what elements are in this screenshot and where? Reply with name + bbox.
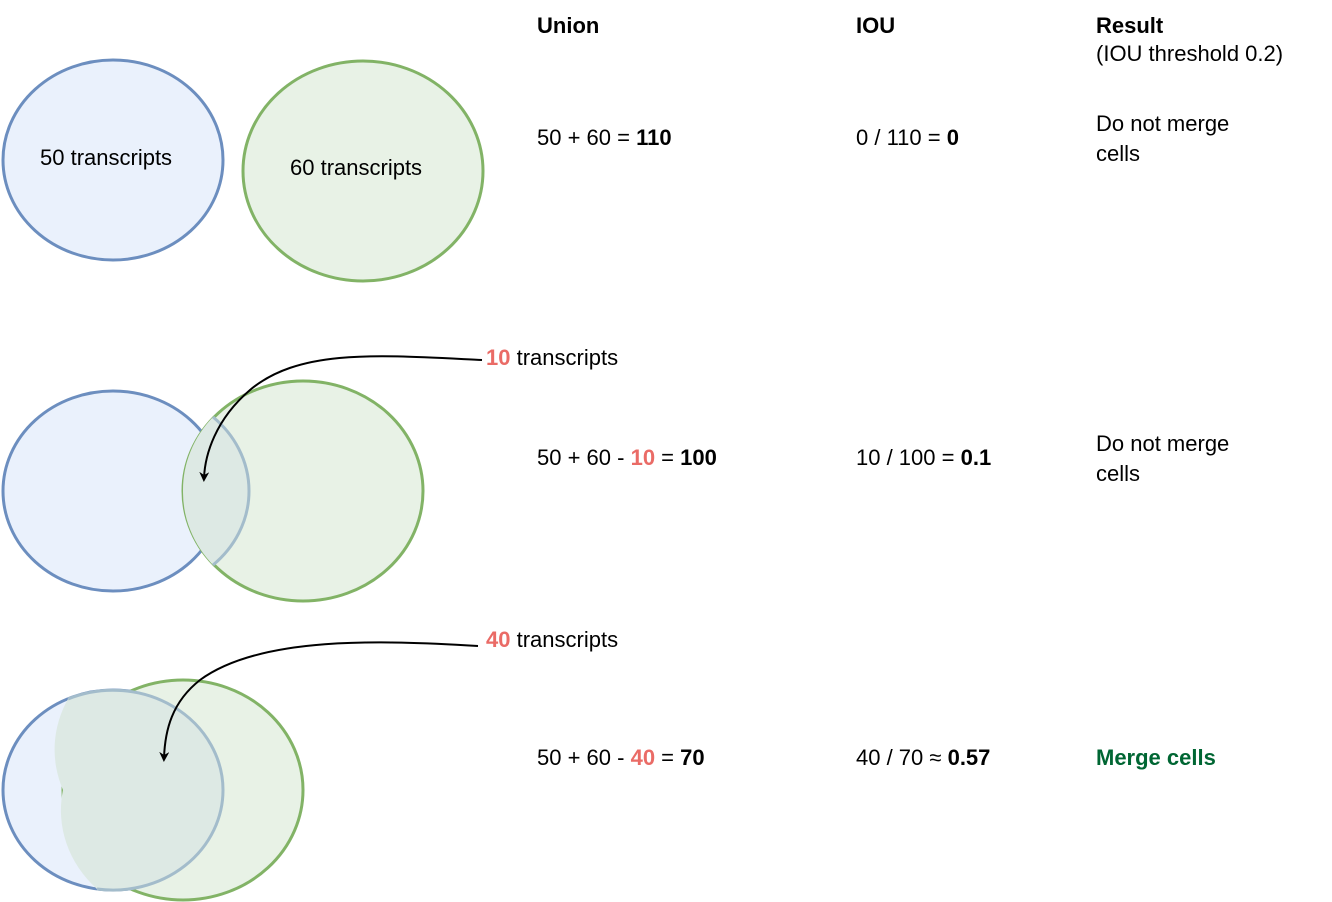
threshold-note: (IOU threshold 0.2) <box>1096 41 1284 66</box>
merge-result: Merge cells <box>1096 745 1216 770</box>
overlap-unit: transcripts <box>510 345 619 370</box>
iou-expr: 0 / 110 = <box>856 125 947 150</box>
union-calc-row2: 50 + 60 - 10 = 100 <box>537 443 717 473</box>
result-row1-line1: Do not merge <box>1096 111 1230 136</box>
union-calc-row3: 50 + 60 - 40 = 70 <box>537 743 705 773</box>
overlap-region-row2 <box>182 417 250 565</box>
iou-value: 0.57 <box>947 745 991 770</box>
iou-value: 0.1 <box>960 445 992 470</box>
iou-header: IOU <box>856 13 896 38</box>
overlap-label-row3: 40 transcripts <box>486 625 618 655</box>
result-row1-line2: cells <box>1096 141 1141 166</box>
union-overlap: 40 <box>630 745 656 770</box>
overlap-arc-row2 <box>212 415 251 567</box>
cell-b-circle-row1 <box>241 59 485 283</box>
overlap-unit: transcripts <box>510 627 619 652</box>
union-expr: 50 + 60 = <box>537 125 637 150</box>
iou-expr: 40 / 70 ≈ <box>856 745 948 770</box>
union-header: Union <box>537 13 600 38</box>
union-overlap: 10 <box>630 445 656 470</box>
iou-calc-row3: 40 / 70 ≈ 0.57 <box>856 743 990 773</box>
union-expr-b: = <box>655 745 681 770</box>
iou-calc-row2: 10 / 100 = 0.1 <box>856 443 991 473</box>
union-expr-a: 50 + 60 - <box>537 445 631 470</box>
overlap-count: 10 <box>486 345 511 370</box>
iou-value: 0 <box>946 125 959 150</box>
result-header: Result <box>1096 13 1164 38</box>
iou-calc-row1: 0 / 110 = 0 <box>856 123 959 153</box>
union-value: 100 <box>680 445 717 470</box>
union-value: 110 <box>636 125 672 150</box>
overlap-arc-row3 <box>67 688 225 892</box>
overlap-region-row3 <box>54 690 224 891</box>
cell-b-label: 60 transcripts <box>290 155 423 180</box>
overlap-label-row2: 10 transcripts <box>486 343 618 373</box>
overlap-count: 40 <box>486 627 511 652</box>
overlap-arrow-row3 <box>159 641 479 762</box>
result-row2-line2: cells <box>1096 461 1141 486</box>
union-calc-row1: 50 + 60 = 110 <box>537 123 672 153</box>
result-row2-line1: Do not merge <box>1096 431 1230 456</box>
cell-a-circle-row1 <box>1 58 225 262</box>
iou-expr: 10 / 100 = <box>856 445 961 470</box>
cell-a-label: 50 transcripts <box>40 145 173 170</box>
union-expr-a: 50 + 60 - <box>537 745 631 770</box>
union-expr-b: = <box>655 445 681 470</box>
overlap-arrow-row2 <box>199 355 483 482</box>
union-value: 70 <box>680 745 705 770</box>
